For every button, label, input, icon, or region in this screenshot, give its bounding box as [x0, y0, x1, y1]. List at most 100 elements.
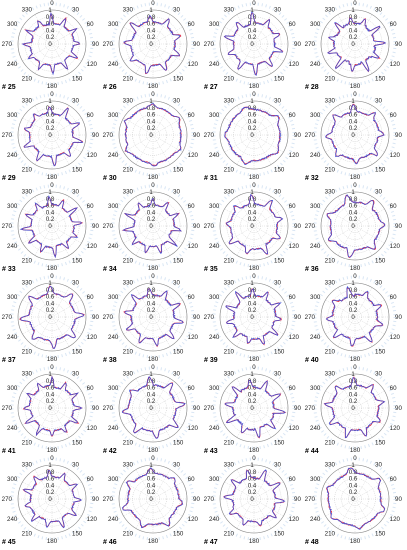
- polar-chart: 0 30 60 90 120 150 180 210 240 270 300 330 1 0.8 0.6 0.…: [202, 455, 303, 546]
- angle-tick-label: 60: [289, 203, 296, 210]
- radial-tick-label: 1: [149, 463, 153, 469]
- angle-tick-label: 240: [7, 334, 18, 341]
- angle-tick-label: 330: [22, 6, 33, 13]
- halo-ring: [313, 2, 397, 86]
- grid-spoke: [22, 43, 53, 62]
- radial-tick-label: 1: [48, 372, 52, 378]
- angle-tick-label: 180: [350, 83, 361, 90]
- grid-spoke: [337, 316, 356, 347]
- angle-tick-label: 210: [325, 258, 336, 265]
- angle-tick-label: 180: [249, 265, 260, 272]
- grid-spoke: [253, 225, 272, 256]
- plot-number-label: # 47: [204, 539, 218, 546]
- angle-tick-label: 150: [274, 349, 285, 356]
- angle-tick-label: 60: [87, 21, 94, 28]
- angle-tick-label: 150: [173, 349, 184, 356]
- halo-ring: [313, 184, 397, 268]
- series-2-line: [223, 469, 286, 526]
- angle-tick-label: 210: [123, 440, 134, 447]
- halo-ring: [212, 366, 296, 450]
- outer-circle: [118, 9, 188, 79]
- halo-ring: [10, 93, 94, 177]
- radial-tick-label: 1: [250, 99, 254, 105]
- angle-tick-label: 60: [390, 294, 397, 301]
- angle-tick-label: 180: [148, 447, 159, 454]
- grid-spoke: [22, 134, 53, 153]
- grid-spoke: [22, 299, 53, 318]
- grid-spoke: [354, 117, 385, 136]
- radial-tick-label: 0.2: [349, 399, 358, 405]
- angle-tick-label: 120: [87, 334, 98, 341]
- angle-tick-label: 90: [294, 405, 301, 412]
- angle-tick-label: 0: [151, 91, 155, 98]
- outer-circle: [17, 191, 87, 261]
- grid-spoke: [354, 225, 373, 256]
- radial-tick-label: 0.8: [248, 379, 257, 385]
- grid-circle: [24, 107, 80, 163]
- grid-spoke: [152, 378, 171, 409]
- grid-spoke: [152, 390, 183, 409]
- angle-tick-label: 270: [103, 223, 114, 230]
- grid-spoke: [337, 196, 356, 227]
- outer-circle: [118, 191, 188, 261]
- angle-tick-label: 150: [173, 440, 184, 447]
- radial-tick-label: 0.2: [248, 217, 257, 223]
- angle-tick-label: 120: [289, 516, 300, 523]
- grid-spoke: [224, 208, 255, 227]
- angle-tick-label: 330: [123, 370, 134, 377]
- angle-tick-label: 180: [249, 356, 260, 363]
- plot-number-label: # 39: [204, 357, 218, 364]
- angle-tick-label: 180: [350, 538, 361, 545]
- angle-tick-label: 300: [108, 294, 119, 301]
- grid-spoke: [123, 299, 154, 318]
- angle-tick-label: 180: [350, 265, 361, 272]
- radial-tick-label: 0.6: [46, 477, 55, 483]
- radial-tick-label: 0: [149, 406, 153, 412]
- angle-tick-label: 90: [92, 405, 99, 412]
- radial-tick-label: 0: [48, 315, 52, 321]
- series-2-line: [21, 11, 80, 76]
- grid-spoke: [152, 196, 171, 227]
- radial-tick-label: 0.6: [349, 204, 358, 210]
- grid-circle: [38, 303, 66, 331]
- grid-spoke: [236, 43, 255, 74]
- angle-tick-label: 60: [289, 385, 296, 392]
- radial-tick-label: 0: [149, 42, 153, 48]
- grid-spoke: [236, 225, 255, 256]
- angle-tick-label: 120: [87, 425, 98, 432]
- polar-chart: 0 30 60 90 120 150 180 210 240 270 300 330 1 0.8 0.6 0.…: [101, 364, 202, 455]
- grid-circle: [226, 289, 282, 345]
- grid-circle: [139, 212, 167, 240]
- outer-circle: [118, 282, 188, 352]
- angle-tick-label: 150: [173, 167, 184, 174]
- grid-circle: [38, 30, 66, 58]
- plot-number-label: # 43: [204, 448, 218, 455]
- angle-tick-label: 150: [173, 531, 184, 538]
- grid-spoke: [51, 134, 70, 165]
- angle-tick-label: 210: [22, 258, 33, 265]
- angle-tick-label: 240: [310, 243, 321, 250]
- outer-circle: [118, 373, 188, 443]
- grid-spoke: [123, 43, 154, 62]
- grid-spoke: [123, 26, 154, 45]
- outer-circle: [320, 464, 390, 534]
- radial-tick-label: 0.2: [349, 35, 358, 41]
- radial-tick-label: 1: [250, 281, 254, 287]
- angle-tick-label: 120: [289, 425, 300, 432]
- polar-chart: 0 30 60 90 120 150 180 210 240 270 300 330 1 0.8 0.6 0.…: [0, 0, 101, 91]
- angle-tick-label: 0: [151, 364, 155, 371]
- angle-tick-label: 60: [390, 112, 397, 119]
- polar-chart: 0 30 60 90 120 150 180 210 240 270 300 330 1 0.8 0.6 0.…: [303, 182, 404, 273]
- plot-number-label: # 28: [305, 84, 319, 91]
- polar-chart: 0 30 60 90 120 150 180 210 240 270 300 330 1 0.8 0.6 0.…: [0, 455, 101, 546]
- polar-chart: 0 30 60 90 120 150 180 210 240 270 300 330 1 0.8 0.6 0.…: [101, 273, 202, 364]
- angle-tick-label: 90: [193, 314, 200, 321]
- angle-tick-label: 180: [249, 447, 260, 454]
- grid-spoke: [152, 225, 171, 256]
- halo-ring: [212, 457, 296, 541]
- grid-spoke: [224, 299, 255, 318]
